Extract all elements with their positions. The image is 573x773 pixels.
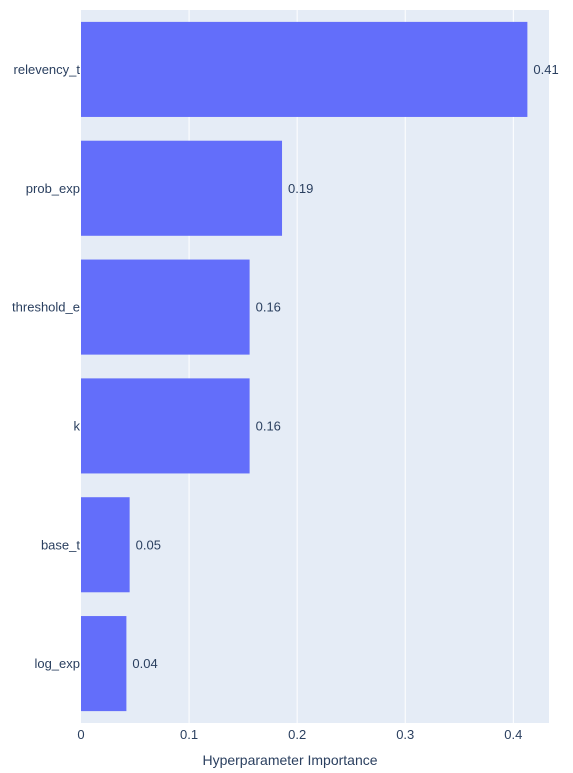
x-tick-label: 0.2: [288, 727, 306, 742]
x-tick-label: 0.3: [396, 727, 414, 742]
bars: [81, 21, 528, 712]
category-label: relevency_t: [14, 62, 81, 77]
bar-threshold-e: [81, 259, 250, 355]
data-label: 0.05: [136, 537, 161, 552]
category-label: base_t: [41, 537, 80, 552]
category-label: k: [74, 418, 81, 433]
data-label: 0.41: [533, 62, 558, 77]
x-tick-label: 0: [77, 727, 84, 742]
data-label: 0.16: [256, 418, 281, 433]
category-label: log_exp: [34, 656, 80, 671]
category-labels: relevency_t prob_exp threshold_ek base_tlog…: [12, 62, 80, 671]
bar-k: [81, 378, 250, 474]
bar-relevency-t: [81, 21, 528, 117]
x-axis-title: Hyperparameter Importance: [202, 752, 377, 768]
data-labels: 0.41 0.19 0.16 0.16 0.05 0.04: [132, 62, 558, 671]
data-label: 0.16: [256, 300, 281, 315]
data-label: 0.19: [288, 181, 313, 196]
plot-background: [81, 10, 549, 723]
x-tick-label: 0.4: [504, 727, 522, 742]
bar-base-t: [81, 497, 130, 593]
grid-lines: [188, 10, 514, 723]
x-tick-labels: 0 0.1 0.2 0.3 0.4: [77, 727, 522, 742]
x-tick-label: 0.1: [180, 727, 198, 742]
category-label: threshold_e: [12, 300, 80, 315]
bar-log-exp: [81, 616, 127, 712]
category-label: prob_exp: [26, 181, 80, 196]
bar-prob-exp: [81, 140, 283, 236]
data-label: 0.04: [132, 656, 157, 671]
